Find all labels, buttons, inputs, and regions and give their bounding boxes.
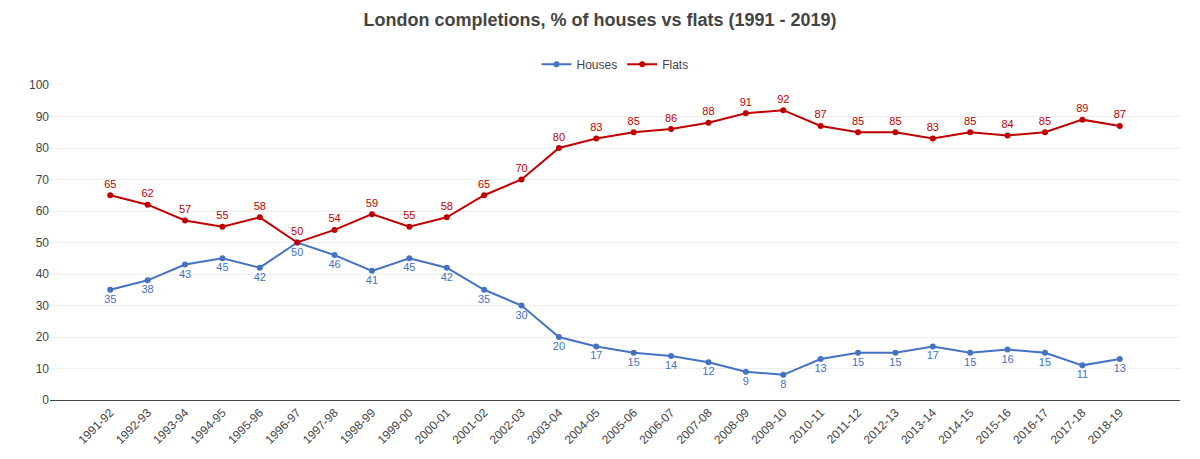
svg-text:84: 84 xyxy=(1001,118,1013,130)
svg-text:42: 42 xyxy=(441,271,453,283)
svg-text:2017-18: 2017-18 xyxy=(1048,406,1089,447)
svg-text:83: 83 xyxy=(927,121,939,133)
svg-text:0: 0 xyxy=(42,393,49,407)
svg-text:2005-06: 2005-06 xyxy=(599,406,640,447)
svg-text:2012-13: 2012-13 xyxy=(861,406,902,447)
svg-text:Houses: Houses xyxy=(577,58,618,72)
svg-text:50: 50 xyxy=(291,246,303,258)
svg-text:2015-16: 2015-16 xyxy=(973,406,1014,447)
svg-text:2011-12: 2011-12 xyxy=(824,406,865,447)
svg-text:12: 12 xyxy=(702,365,714,377)
svg-text:2001-02: 2001-02 xyxy=(449,406,490,447)
svg-text:60: 60 xyxy=(36,204,50,218)
svg-text:80: 80 xyxy=(36,141,50,155)
svg-text:2009-10: 2009-10 xyxy=(749,406,790,447)
svg-text:2004-05: 2004-05 xyxy=(562,406,603,447)
svg-text:45: 45 xyxy=(216,261,228,273)
svg-text:15: 15 xyxy=(628,356,640,368)
svg-text:62: 62 xyxy=(142,187,154,199)
svg-text:13: 13 xyxy=(1114,362,1126,374)
svg-text:Flats: Flats xyxy=(662,58,688,72)
svg-text:85: 85 xyxy=(889,115,901,127)
svg-text:50: 50 xyxy=(36,236,50,250)
svg-text:20: 20 xyxy=(553,340,565,352)
svg-text:86: 86 xyxy=(665,112,677,124)
svg-text:43: 43 xyxy=(179,268,191,280)
svg-text:50: 50 xyxy=(291,225,303,237)
svg-text:15: 15 xyxy=(1039,356,1051,368)
svg-text:59: 59 xyxy=(366,197,378,209)
svg-text:1995-96: 1995-96 xyxy=(225,406,266,447)
svg-text:13: 13 xyxy=(815,362,827,374)
svg-text:15: 15 xyxy=(852,356,864,368)
svg-text:17: 17 xyxy=(927,349,939,361)
svg-text:8: 8 xyxy=(780,378,786,390)
svg-text:85: 85 xyxy=(1039,115,1051,127)
svg-text:30: 30 xyxy=(36,299,50,313)
svg-text:2006-07: 2006-07 xyxy=(636,406,677,447)
svg-text:2003-04: 2003-04 xyxy=(524,406,565,447)
svg-text:16: 16 xyxy=(1001,353,1013,365)
svg-text:58: 58 xyxy=(441,200,453,212)
svg-text:35: 35 xyxy=(478,293,490,305)
svg-text:80: 80 xyxy=(553,131,565,143)
svg-text:38: 38 xyxy=(142,283,154,295)
svg-text:85: 85 xyxy=(628,115,640,127)
svg-text:89: 89 xyxy=(1076,102,1088,114)
svg-text:1999-00: 1999-00 xyxy=(375,406,416,447)
svg-text:65: 65 xyxy=(104,178,116,190)
svg-text:57: 57 xyxy=(179,203,191,215)
svg-text:2013-14: 2013-14 xyxy=(898,406,939,447)
svg-text:70: 70 xyxy=(515,162,527,174)
svg-text:1996-97: 1996-97 xyxy=(263,406,304,447)
svg-text:15: 15 xyxy=(889,356,901,368)
svg-text:42: 42 xyxy=(254,271,266,283)
svg-text:30: 30 xyxy=(515,309,527,321)
svg-text:90: 90 xyxy=(36,110,50,124)
svg-text:2002-03: 2002-03 xyxy=(487,406,528,447)
svg-text:17: 17 xyxy=(590,349,602,361)
svg-text:83: 83 xyxy=(590,121,602,133)
svg-text:87: 87 xyxy=(1114,108,1126,120)
svg-text:2018-19: 2018-19 xyxy=(1085,406,1126,447)
svg-text:40: 40 xyxy=(36,267,50,281)
svg-text:9: 9 xyxy=(743,375,749,387)
svg-text:14: 14 xyxy=(665,359,677,371)
svg-text:1994-95: 1994-95 xyxy=(188,406,229,447)
svg-text:85: 85 xyxy=(852,115,864,127)
svg-text:11: 11 xyxy=(1077,368,1088,380)
svg-text:2010-11: 2010-11 xyxy=(787,406,828,447)
svg-text:85: 85 xyxy=(964,115,976,127)
svg-text:1991-92: 1991-92 xyxy=(76,406,117,447)
svg-text:55: 55 xyxy=(216,209,228,221)
svg-text:70: 70 xyxy=(36,173,50,187)
svg-text:2007-08: 2007-08 xyxy=(674,406,715,447)
svg-text:91: 91 xyxy=(740,96,752,108)
svg-text:2008-09: 2008-09 xyxy=(711,406,752,447)
svg-text:54: 54 xyxy=(328,212,340,224)
svg-text:1993-94: 1993-94 xyxy=(150,406,191,447)
svg-text:92: 92 xyxy=(777,93,789,105)
svg-text:41: 41 xyxy=(366,274,378,286)
svg-text:10: 10 xyxy=(36,362,50,376)
svg-text:20: 20 xyxy=(36,330,50,344)
svg-text:2000-01: 2000-01 xyxy=(412,406,453,447)
svg-text:87: 87 xyxy=(815,108,827,120)
svg-text:2016-17: 2016-17 xyxy=(1010,406,1051,447)
svg-text:46: 46 xyxy=(328,258,340,270)
svg-text:1998-99: 1998-99 xyxy=(337,406,378,447)
svg-text:1992-93: 1992-93 xyxy=(113,406,154,447)
svg-text:15: 15 xyxy=(964,356,976,368)
svg-text:100: 100 xyxy=(29,78,49,92)
svg-text:2014-15: 2014-15 xyxy=(936,406,977,447)
svg-text:65: 65 xyxy=(478,178,490,190)
svg-text:45: 45 xyxy=(403,261,415,273)
svg-text:88: 88 xyxy=(702,105,714,117)
svg-text:58: 58 xyxy=(254,200,266,212)
svg-text:35: 35 xyxy=(104,293,116,305)
svg-text:1997-98: 1997-98 xyxy=(300,406,341,447)
svg-text:London completions, % of house: London completions, % of houses vs flats… xyxy=(363,10,836,30)
svg-text:55: 55 xyxy=(403,209,415,221)
